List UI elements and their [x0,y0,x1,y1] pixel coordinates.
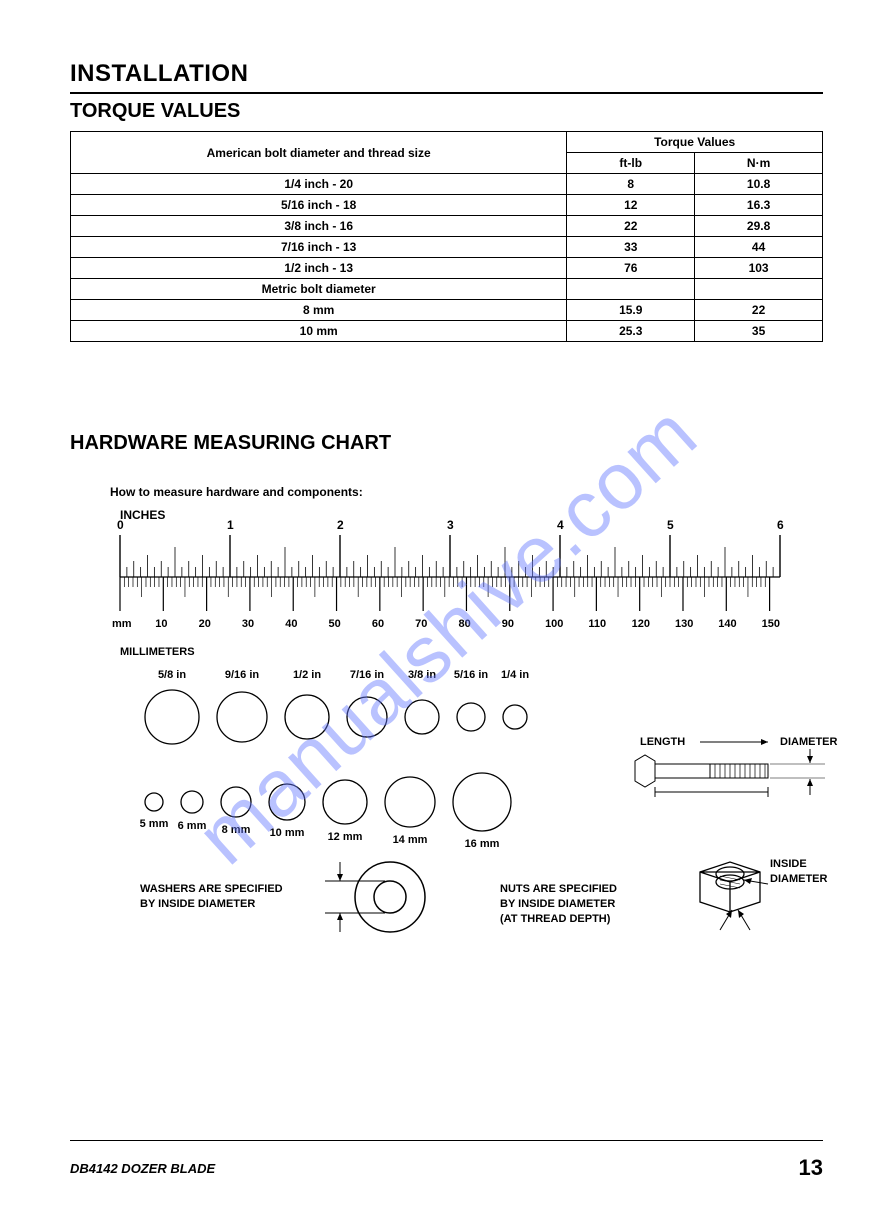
table-row: 10 mm 25.3 35 [71,321,823,342]
bolt-diagram: LENGTH DIAMETER [635,736,838,797]
torque-table: American bolt diameter and thread size T… [70,131,823,342]
svg-text:5: 5 [667,518,674,532]
svg-text:1/2 in: 1/2 in [293,669,321,681]
svg-text:1: 1 [227,518,234,532]
svg-text:50: 50 [329,618,341,630]
svg-text:BY INSIDE DIAMETER: BY INSIDE DIAMETER [500,898,615,910]
svg-text:80: 80 [458,618,470,630]
inches-label: INCHES [120,508,165,522]
svg-text:120: 120 [632,618,650,630]
svg-text:110: 110 [588,618,606,630]
svg-text:(AT THREAD DEPTH): (AT THREAD DEPTH) [500,913,611,925]
svg-text:90: 90 [502,618,514,630]
svg-text:140: 140 [718,618,736,630]
heading-torque-values: TORQUE VALUES [70,100,823,123]
nut-diagram: NUTS ARE SPECIFIED BY INSIDE DIAMETER (A… [500,858,828,930]
svg-text:6 mm: 6 mm [178,820,207,832]
svg-text:DIAMETER: DIAMETER [780,736,838,748]
svg-text:NUTS ARE SPECIFIED: NUTS ARE SPECIFIED [500,883,617,895]
svg-text:2: 2 [337,518,344,532]
table-row: 5/16 inch - 18 12 16.3 [71,195,823,216]
table-row: 8 mm 15.9 22 [71,300,823,321]
svg-text:1/4 in: 1/4 in [501,669,529,681]
svg-text:20: 20 [199,618,211,630]
svg-text:3: 3 [447,518,454,532]
washer-diagram: WASHERS ARE SPECIFIED BY INSIDE DIAMETER [140,862,425,932]
svg-text:5/16 in: 5/16 in [454,669,489,681]
svg-text:70: 70 [415,618,427,630]
svg-text:150: 150 [762,618,780,630]
heading-installation: INSTALLATION [70,60,823,94]
ruler-diagram: INCHES 0 1 2 3 4 5 6 mm 10 20 30 40 50 60 70 80 90 100 11… [110,507,790,657]
svg-text:3/8 in: 3/8 in [408,669,436,681]
svg-text:60: 60 [372,618,384,630]
table-row: 1/2 inch - 13 76 103 [71,258,823,279]
svg-text:5/8 in: 5/8 in [158,669,186,681]
svg-text:WASHERS ARE SPECIFIED: WASHERS ARE SPECIFIED [140,883,283,895]
svg-text:130: 130 [675,618,693,630]
heading-hardware-chart: HARDWARE MEASURING CHART [70,432,823,455]
svg-text:BY INSIDE DIAMETER: BY INSIDE DIAMETER [140,898,255,910]
footer-page-number: 13 [799,1155,823,1181]
svg-text:10 mm: 10 mm [270,827,305,839]
svg-text:mm: mm [112,618,132,630]
table-row: 7/16 inch - 13 33 44 [71,237,823,258]
svg-text:8 mm: 8 mm [222,824,251,836]
svg-text:0: 0 [117,518,124,532]
svg-text:DIAMETER: DIAMETER [770,873,828,885]
svg-text:14 mm: 14 mm [393,834,428,846]
svg-text:12 mm: 12 mm [328,831,363,843]
svg-text:16 mm: 16 mm [465,838,500,850]
svg-text:5 mm: 5 mm [140,818,169,830]
hardware-diagrams: 5/8 in 9/16 in 1/2 in 7/16 in 3/8 in 5/16 in 1… [100,662,860,942]
svg-text:4: 4 [557,518,564,532]
table-row: Metric bolt diameter [71,279,823,300]
unit-nm: N·m [695,153,823,174]
svg-text:9/16 in: 9/16 in [225,669,260,681]
measure-intro: How to measure hardware and components: [110,485,823,499]
footer-product: DB4142 DOZER BLADE [70,1161,215,1176]
table-row: 3/8 inch - 16 22 29.8 [71,216,823,237]
svg-text:7/16 in: 7/16 in [350,669,385,681]
table-header-torque: Torque Values [567,132,823,153]
table-row: 1/4 inch - 20 8 10.8 [71,174,823,195]
svg-text:INSIDE: INSIDE [770,858,807,870]
unit-ftlb: ft-lb [567,153,695,174]
svg-text:LENGTH: LENGTH [640,736,685,748]
svg-text:40: 40 [285,618,297,630]
svg-text:100: 100 [545,618,563,630]
mm-label: MILLIMETERS [120,646,195,657]
svg-text:30: 30 [242,618,254,630]
svg-text:10: 10 [155,618,167,630]
svg-text:6: 6 [777,518,784,532]
table-header-bolt: American bolt diameter and thread size [71,132,567,174]
